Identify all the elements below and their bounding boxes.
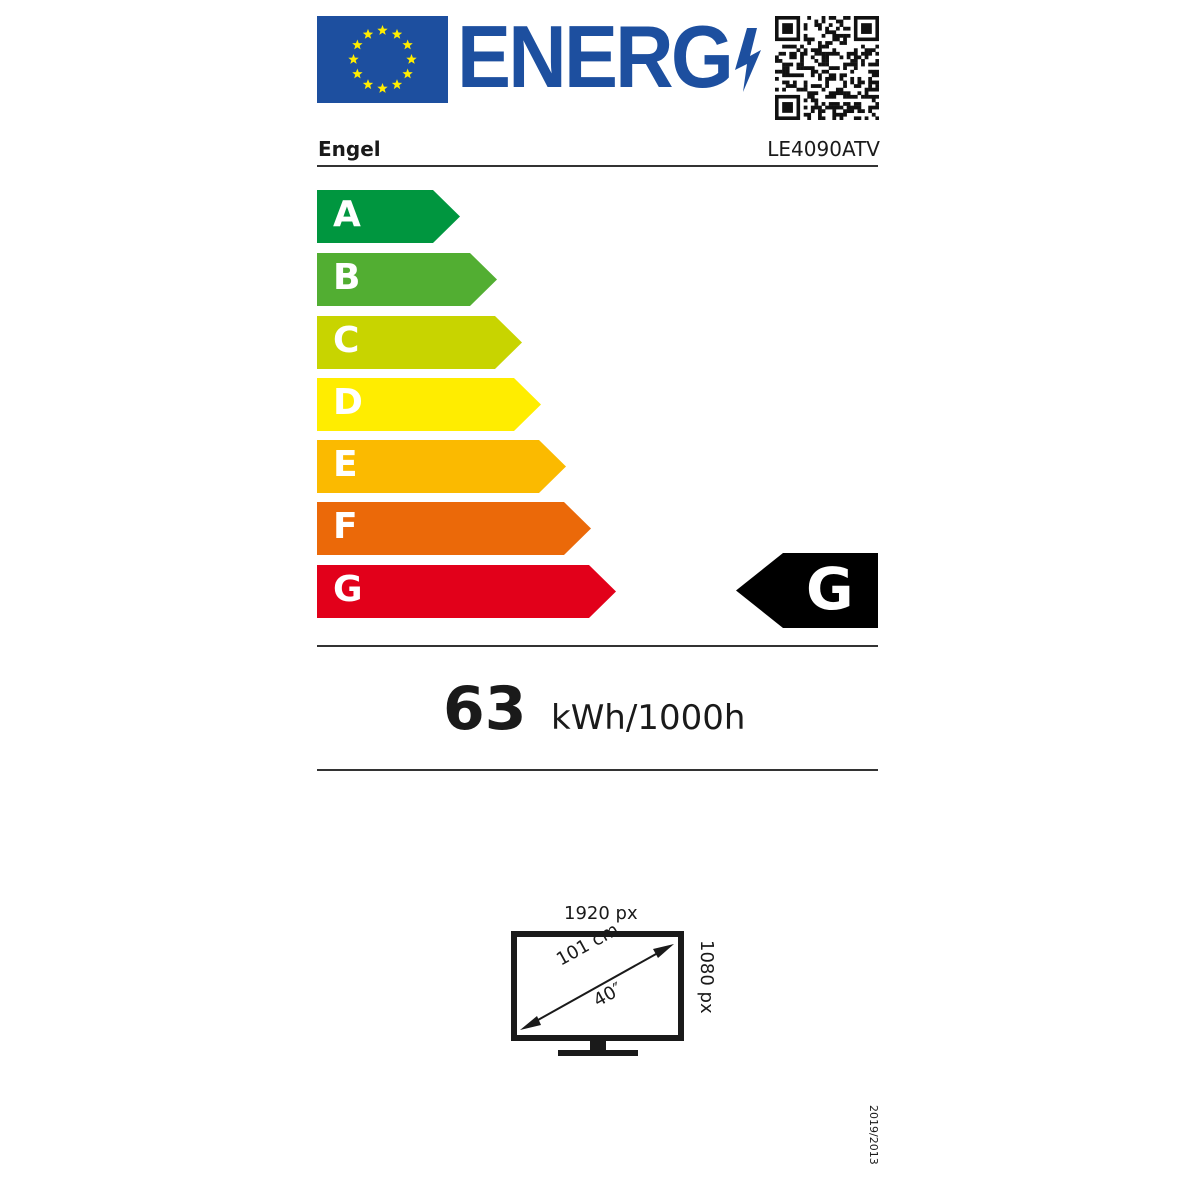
energy-class-bar-d: D bbox=[317, 378, 541, 431]
energy-class-bar-a: A bbox=[317, 190, 460, 243]
energy-class-label: A bbox=[333, 194, 361, 235]
energy-class-bar-f: F bbox=[317, 502, 591, 555]
qr-code-icon[interactable] bbox=[775, 16, 879, 120]
energy-class-label: E bbox=[333, 444, 358, 485]
rating-letter: G bbox=[806, 555, 854, 623]
energy-class-bar-b: B bbox=[317, 253, 497, 306]
energy-class-bar-e: E bbox=[317, 440, 566, 493]
eu-flag-icon bbox=[317, 16, 448, 103]
screen-width: 1920 px bbox=[564, 903, 638, 924]
regulation-number: 2019/2013 bbox=[867, 1105, 880, 1165]
energy-class-label: D bbox=[333, 382, 363, 423]
energy-class-label: C bbox=[333, 320, 360, 361]
divider bbox=[317, 645, 878, 647]
energy-class-bar-c: C bbox=[317, 316, 522, 369]
divider bbox=[317, 769, 878, 771]
energy-class-label: G bbox=[333, 569, 363, 610]
energy-class-bar-g: G bbox=[317, 565, 616, 618]
energy-class-label: B bbox=[333, 257, 361, 298]
divider bbox=[317, 165, 878, 167]
rating-indicator: G bbox=[736, 553, 878, 628]
consumption-unit: kWh/1000h bbox=[551, 698, 746, 738]
lightning-icon bbox=[735, 28, 761, 92]
tv-icon bbox=[511, 931, 684, 1056]
energy-logo-text: ENERG bbox=[457, 7, 734, 106]
screen-height: 1080 px bbox=[696, 940, 717, 1014]
energy-class-label: F bbox=[333, 506, 358, 547]
model-number: LE4090ATV bbox=[767, 137, 880, 161]
brand-name: Engel bbox=[318, 137, 381, 161]
consumption-value: 63 bbox=[443, 674, 527, 744]
